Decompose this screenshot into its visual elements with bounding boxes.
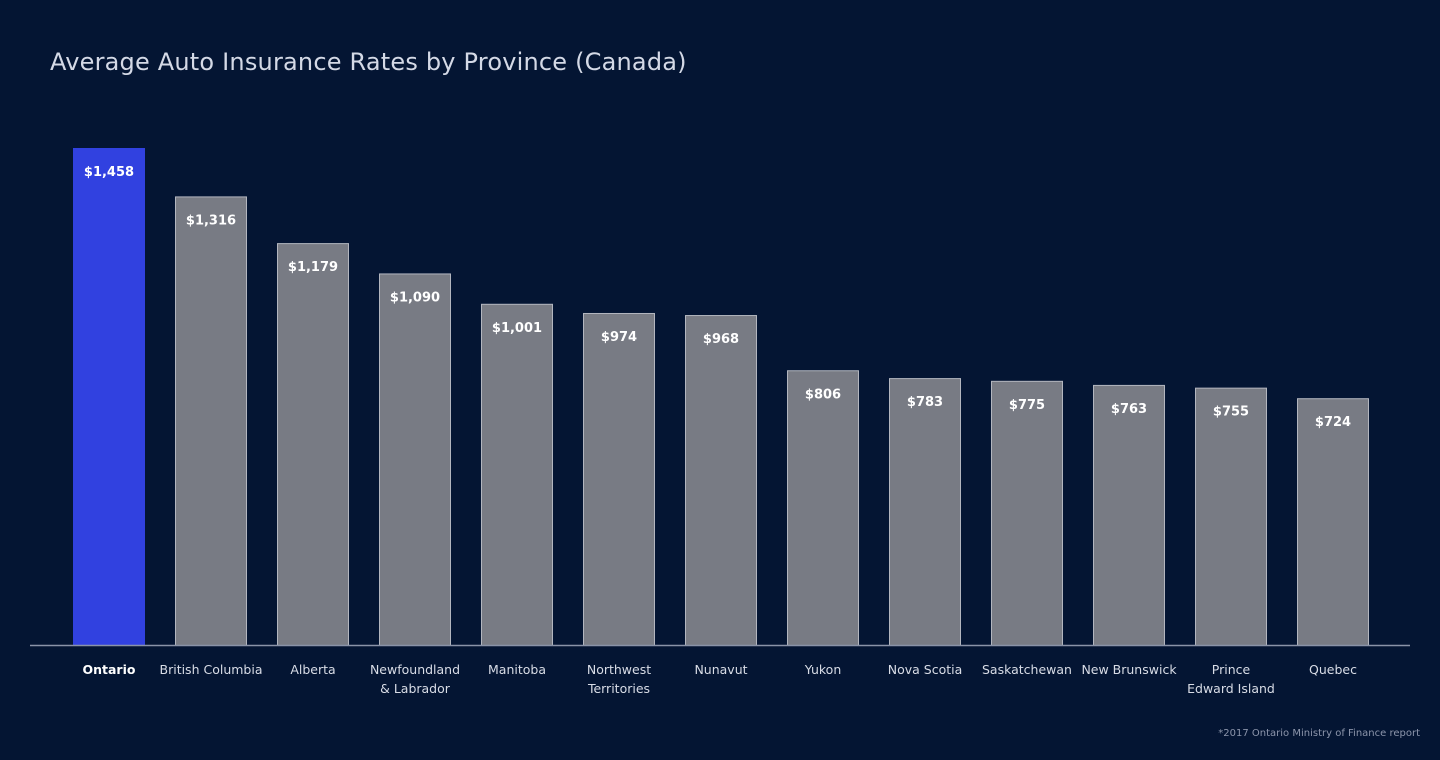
category-label-4: Manitoba <box>488 662 546 677</box>
category-label-9: Saskatchewan <box>982 662 1072 677</box>
source-footnote: *2017 Ontario Ministry of Finance report <box>1218 728 1420 739</box>
category-label-6: Nunavut <box>694 662 747 677</box>
bar-0 <box>73 148 145 646</box>
bar-7 <box>787 370 859 646</box>
bar-value-label-5: $974 <box>601 330 637 345</box>
bar-6 <box>685 315 757 646</box>
bar-value-label-8: $783 <box>907 395 943 410</box>
bar-value-label-4: $1,001 <box>492 321 542 336</box>
category-label-8: Nova Scotia <box>888 662 963 677</box>
category-label-11: Prince Edward Island <box>1187 662 1275 696</box>
bar-value-label-10: $763 <box>1111 402 1147 417</box>
bar-10 <box>1093 384 1165 646</box>
bar-8 <box>889 378 961 646</box>
bar-value-label-11: $755 <box>1213 405 1249 420</box>
category-label-7: Yukon <box>804 662 842 677</box>
category-label-0: Ontario <box>83 662 136 677</box>
bar-value-label-9: $775 <box>1009 398 1045 413</box>
bar-value-label-6: $968 <box>703 332 739 347</box>
bar-2 <box>277 243 349 646</box>
bar-12 <box>1297 398 1369 646</box>
bar-value-label-2: $1,179 <box>288 260 338 275</box>
bar-1 <box>175 196 247 646</box>
bar-value-label-1: $1,316 <box>186 213 236 228</box>
category-label-3: Newfoundland & Labrador <box>370 662 460 696</box>
bar-3 <box>379 273 451 646</box>
bar-value-label-0: $1,458 <box>84 165 134 180</box>
bar-value-label-3: $1,090 <box>390 290 440 305</box>
category-label-2: Alberta <box>290 662 335 677</box>
bar-value-label-12: $724 <box>1315 415 1351 430</box>
bar-9 <box>991 380 1063 646</box>
bar-5 <box>583 312 655 646</box>
category-label-1: British Columbia <box>160 662 263 677</box>
chart-title: Average Auto Insurance Rates by Province… <box>50 48 687 76</box>
category-label-10: New Brunswick <box>1081 662 1177 677</box>
bar-11 <box>1195 387 1267 646</box>
bar-4 <box>481 303 553 646</box>
category-label-12: Quebec <box>1309 662 1357 677</box>
bar-value-label-7: $806 <box>805 387 841 402</box>
category-label-5: Northwest Territories <box>587 662 651 696</box>
